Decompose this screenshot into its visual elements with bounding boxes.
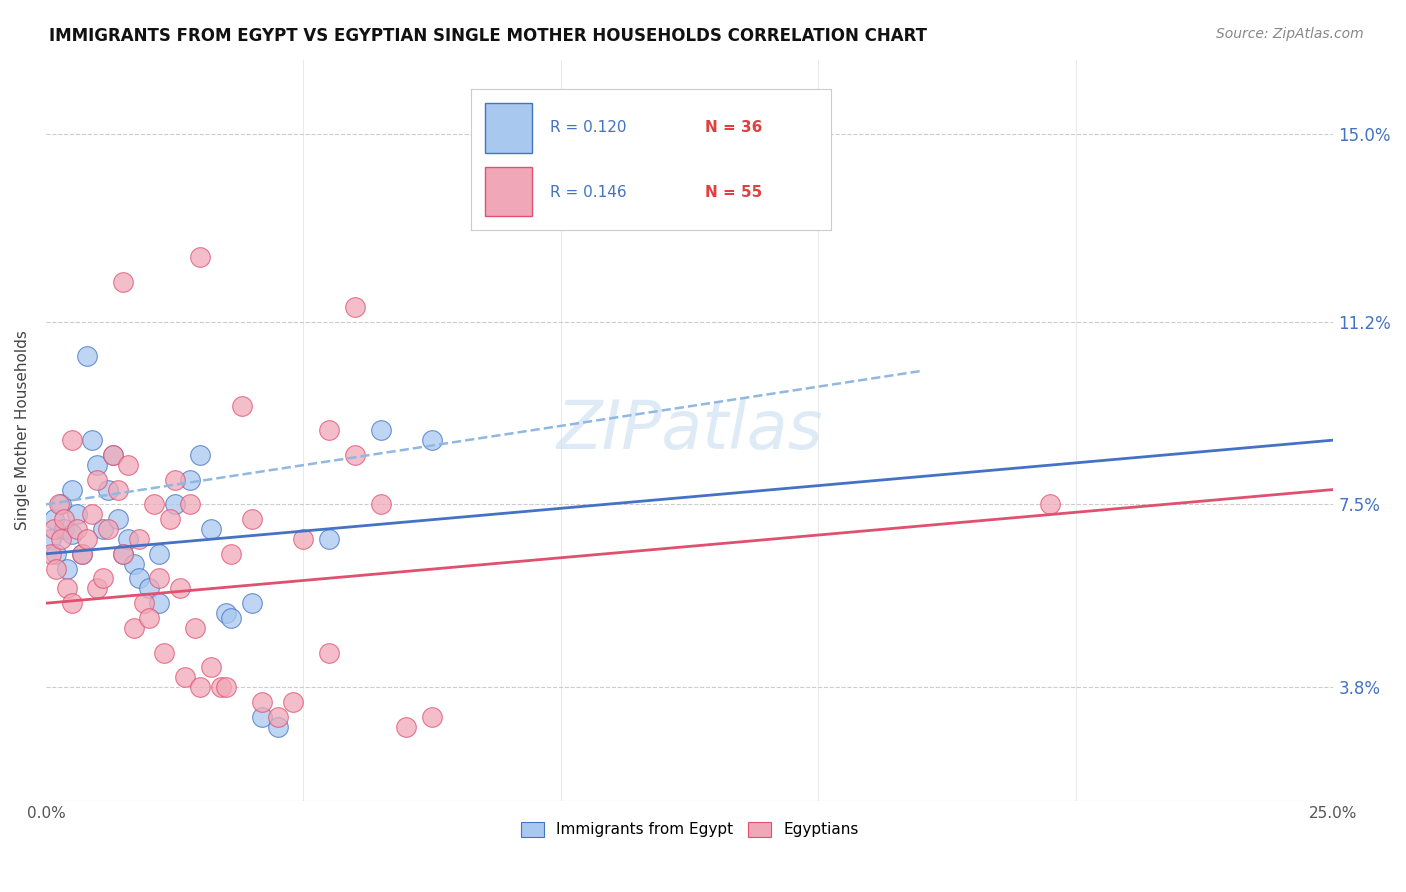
Point xyxy=(190,680,212,694)
Point xyxy=(53,522,76,536)
Point xyxy=(343,448,366,462)
Point xyxy=(148,596,170,610)
Point xyxy=(128,532,150,546)
Point xyxy=(55,561,77,575)
Point xyxy=(51,497,73,511)
Point xyxy=(70,547,93,561)
Point xyxy=(42,522,65,536)
Point xyxy=(82,433,104,447)
Point xyxy=(215,680,238,694)
Point xyxy=(97,522,120,536)
Text: Source: ZipAtlas.com: Source: ZipAtlas.com xyxy=(1216,27,1364,41)
Point xyxy=(143,497,166,511)
Point xyxy=(153,646,176,660)
Point xyxy=(240,512,263,526)
Point xyxy=(132,596,155,610)
Point xyxy=(60,596,83,610)
Point xyxy=(318,423,340,437)
Point xyxy=(91,572,114,586)
Legend: Immigrants from Egypt, Egyptians: Immigrants from Egypt, Egyptians xyxy=(513,814,866,845)
Point xyxy=(215,606,238,620)
Point xyxy=(231,399,253,413)
Point xyxy=(39,547,62,561)
Point xyxy=(112,547,135,561)
Point xyxy=(240,596,263,610)
Point xyxy=(179,473,201,487)
Point xyxy=(343,300,366,314)
Point xyxy=(174,670,197,684)
Point xyxy=(86,473,108,487)
Point xyxy=(76,349,98,363)
Point xyxy=(169,582,191,596)
Point xyxy=(138,611,160,625)
Text: IMMIGRANTS FROM EGYPT VS EGYPTIAN SINGLE MOTHER HOUSEHOLDS CORRELATION CHART: IMMIGRANTS FROM EGYPT VS EGYPTIAN SINGLE… xyxy=(49,27,927,45)
Point xyxy=(190,448,212,462)
Point xyxy=(45,547,67,561)
Point xyxy=(267,720,290,734)
Point xyxy=(39,532,62,546)
Point xyxy=(107,483,129,497)
Point xyxy=(51,532,73,546)
Point xyxy=(163,473,186,487)
Point xyxy=(283,695,305,709)
Point xyxy=(395,720,418,734)
Point xyxy=(101,448,124,462)
Point xyxy=(48,497,70,511)
Point xyxy=(82,508,104,522)
Point xyxy=(76,532,98,546)
Point xyxy=(184,621,207,635)
Point xyxy=(122,557,145,571)
Point xyxy=(209,680,232,694)
Point xyxy=(86,582,108,596)
Point xyxy=(60,527,83,541)
Point xyxy=(420,710,443,724)
Point xyxy=(1039,497,1062,511)
Point xyxy=(190,250,212,264)
Point xyxy=(200,660,222,674)
Point xyxy=(420,433,443,447)
Point xyxy=(117,458,139,472)
Point xyxy=(267,710,290,724)
Point xyxy=(117,532,139,546)
Point xyxy=(86,458,108,472)
Point xyxy=(200,522,222,536)
Point xyxy=(107,512,129,526)
Point xyxy=(252,695,274,709)
Point xyxy=(60,433,83,447)
Point xyxy=(112,275,135,289)
Point xyxy=(370,497,392,511)
Point xyxy=(112,547,135,561)
Point xyxy=(148,547,170,561)
Point xyxy=(179,497,201,511)
Point xyxy=(42,512,65,526)
Point xyxy=(148,572,170,586)
Point xyxy=(91,522,114,536)
Point xyxy=(45,561,67,575)
Point xyxy=(318,646,340,660)
Point xyxy=(221,611,243,625)
Point xyxy=(70,547,93,561)
Point xyxy=(122,621,145,635)
Point xyxy=(138,582,160,596)
Point xyxy=(53,512,76,526)
Y-axis label: Single Mother Households: Single Mother Households xyxy=(15,330,30,530)
Point xyxy=(318,532,340,546)
Point xyxy=(252,710,274,724)
Point xyxy=(66,508,89,522)
Text: ZIPatlas: ZIPatlas xyxy=(557,397,823,463)
Point xyxy=(101,448,124,462)
Point xyxy=(66,522,89,536)
Point xyxy=(97,483,120,497)
Point xyxy=(159,512,181,526)
Point xyxy=(292,532,315,546)
Point xyxy=(60,483,83,497)
Point xyxy=(163,497,186,511)
Point xyxy=(128,572,150,586)
Point xyxy=(55,582,77,596)
Point xyxy=(221,547,243,561)
Point xyxy=(370,423,392,437)
